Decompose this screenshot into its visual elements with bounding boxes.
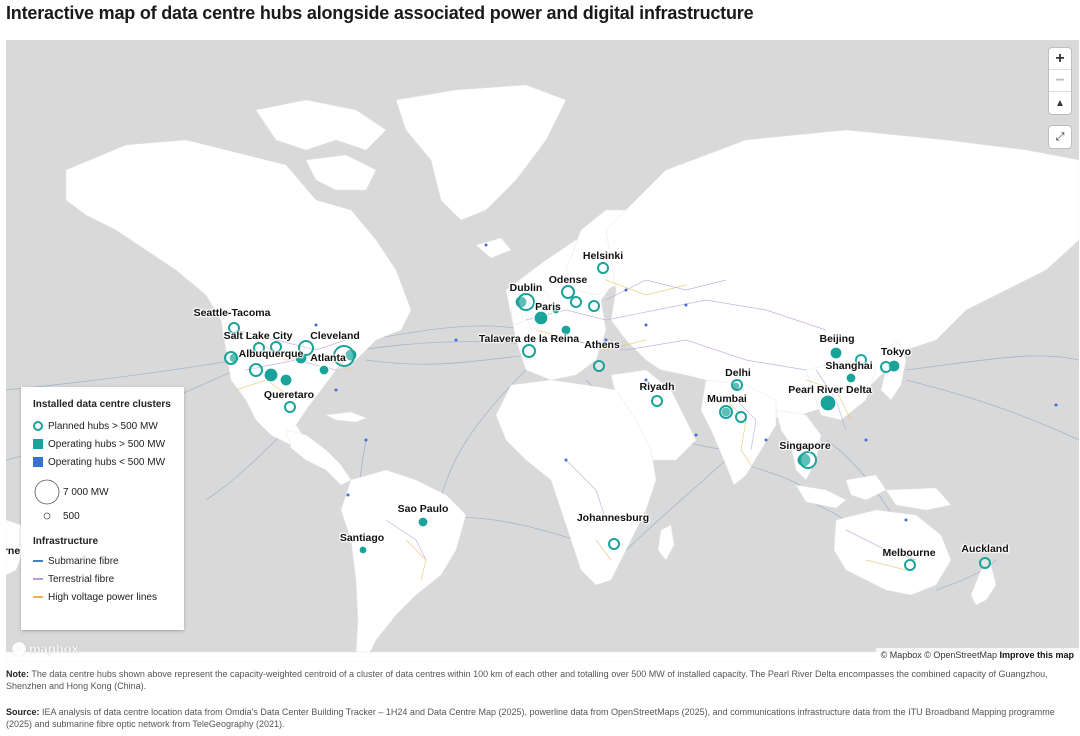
city-label-mumbai: Mumbai [707,393,747,405]
land-masses [6,84,1079,662]
map-attribution: © Mapbox © OpenStreetMap Improve this ma… [875,648,1079,662]
city-label-melbourne: Melbourne [882,547,936,559]
source-text: IEA analysis of data centre location dat… [6,707,1055,729]
city-label-santiago: Santiago [339,532,385,544]
city-label-albuquerque: Albuquerque [238,348,304,360]
legend-submarine: Submarine fibre [33,552,172,570]
size-small-circle-icon [43,512,51,520]
city-label-riyadh: Riyadh [639,381,675,393]
city-label-odense: Odense [548,274,588,286]
mapbox-logo[interactable]: mapbox [12,641,79,656]
compass-button[interactable]: ▲ [1055,97,1065,109]
fullscreen-button[interactable]: ⤢ [1049,126,1071,148]
note: Note: The data centre hubs shown above r… [6,669,1078,692]
legend-operating-large: Operating hubs > 500 MW [33,435,172,453]
city-label-atlanta: Atlanta [310,352,346,364]
city-label-paris: Paris [535,301,561,313]
zoom-out-button[interactable]: − [1049,70,1071,92]
note-text: The data centre hubs shown above represe… [6,669,1048,691]
city-label-salt-lake: Salt Lake City [223,330,293,342]
planned-hub-icon [33,421,43,431]
hub-pearl-river [819,394,837,412]
city-label-talavera: Talavera de la Reina [478,333,580,345]
city-label-queretaro: Queretaro [263,389,315,401]
improve-map-link[interactable]: Improve this map [999,650,1074,660]
city-label-seattle: Seattle-Tacoma [193,307,271,319]
city-label-johannesburg: Johannesburg [576,512,650,524]
terrestrial-fibre-lines [235,279,917,561]
zoom-in-button[interactable]: + [1049,48,1071,70]
legend-operating-small: Operating hubs < 500 MW [33,453,172,471]
city-label-helsinki: Helsinki [582,250,624,262]
map-canvas[interactable]: Helsinki Odense Dublin Paris Talavera de… [6,40,1079,662]
city-label-athens: Athens [584,339,620,351]
submarine-line-icon [33,560,43,562]
city-label-pearl-river: Pearl River Delta [788,384,872,396]
city-label-sao-paulo: Sao Paulo [397,503,449,515]
page-title: Interactive map of data centre hubs alon… [6,3,754,23]
mapbox-icon [12,641,26,656]
note-label: Note: [6,669,29,679]
size-large-circle-icon [34,479,60,505]
city-label-dublin: Dublin [509,282,543,294]
city-label-tokyo: Tokyo [880,346,912,358]
world-map[interactable] [6,40,1079,662]
city-label-delhi: Delhi [725,367,751,379]
legend-terrestrial: Terrestrial fibre [33,570,172,588]
data-centre-hubs [224,243,1058,571]
city-label-cleveland: Cleveland [310,330,360,342]
legend-size-large: 7 000 MW [33,479,172,505]
city-label-edge: rne [6,545,21,557]
city-label-singapore: Singapore [779,440,831,452]
map-legend: Installed data centre clusters Planned h… [21,387,184,630]
navigation-control: + − ▲ [1049,48,1071,114]
osm-attribution-link[interactable]: © OpenStreetMap [924,650,997,660]
legend-clusters-title: Installed data centre clusters [33,399,171,410]
city-label-shanghai: Shanghai [825,360,873,372]
city-label-beijing: Beijing [819,333,855,345]
power-line-icon [33,596,43,598]
source: Source: IEA analysis of data centre loca… [6,707,1078,730]
hub-paris [533,310,549,326]
legend-size-small: 500 [33,509,172,523]
legend-infra-title: Infrastructure [33,536,99,547]
city-label-auckland: Auckland [961,543,1009,555]
legend-planned: Planned hubs > 500 MW [33,417,172,435]
mapbox-attribution-link[interactable]: © Mapbox [880,650,922,660]
operating-small-hub-icon [33,457,43,467]
hub-santiago [358,545,368,555]
legend-power: High voltage power lines [33,588,172,606]
source-label: Source: [6,707,40,717]
hub-sao-paulo [417,516,429,528]
operating-large-hub-icon [33,439,43,449]
terrestrial-line-icon [33,578,43,580]
hub-beijing [829,346,843,360]
